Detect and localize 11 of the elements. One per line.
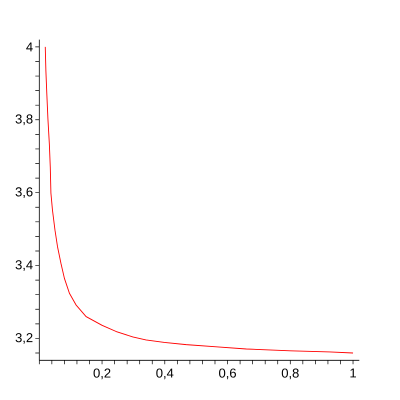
y-tick-label: 4 <box>26 42 33 52</box>
y-tick-label: 3,8 <box>16 114 33 126</box>
y-tick-label: 3,6 <box>16 187 33 198</box>
x-tick-label: 1 <box>350 368 356 378</box>
y-tick-label: 3,4 <box>16 260 33 271</box>
x-tick-label: 0,4 <box>156 368 174 380</box>
x-tick-label: 0,2 <box>94 368 110 380</box>
y-tick-label: 3,2 <box>16 333 32 344</box>
line-series <box>44 46 354 354</box>
x-tick-label: 0,6 <box>219 368 236 380</box>
x-tick-label: 0,8 <box>282 368 299 380</box>
